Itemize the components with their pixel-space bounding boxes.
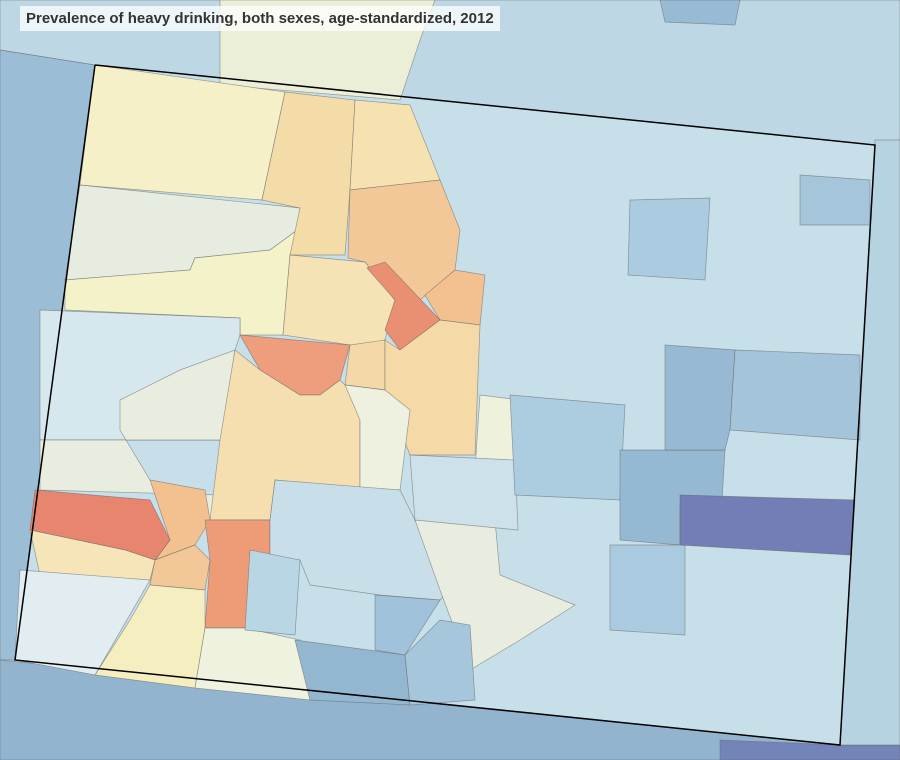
region bbox=[424, 269, 486, 326]
region bbox=[609, 544, 686, 636]
region bbox=[799, 174, 871, 226]
region bbox=[344, 339, 386, 391]
region bbox=[14, 569, 151, 676]
region bbox=[29, 529, 156, 581]
map-title: Prevalence of heavy drinking, both sexes… bbox=[20, 6, 500, 31]
region bbox=[404, 619, 476, 706]
region bbox=[409, 454, 519, 531]
state-border bbox=[14, 64, 876, 746]
region bbox=[509, 394, 626, 501]
region bbox=[627, 197, 711, 281]
region bbox=[414, 519, 576, 671]
region bbox=[679, 494, 856, 556]
region bbox=[39, 349, 236, 521]
region bbox=[664, 344, 736, 451]
region bbox=[244, 549, 301, 636]
region bbox=[659, 0, 741, 26]
region bbox=[729, 349, 861, 441]
region bbox=[149, 544, 211, 591]
